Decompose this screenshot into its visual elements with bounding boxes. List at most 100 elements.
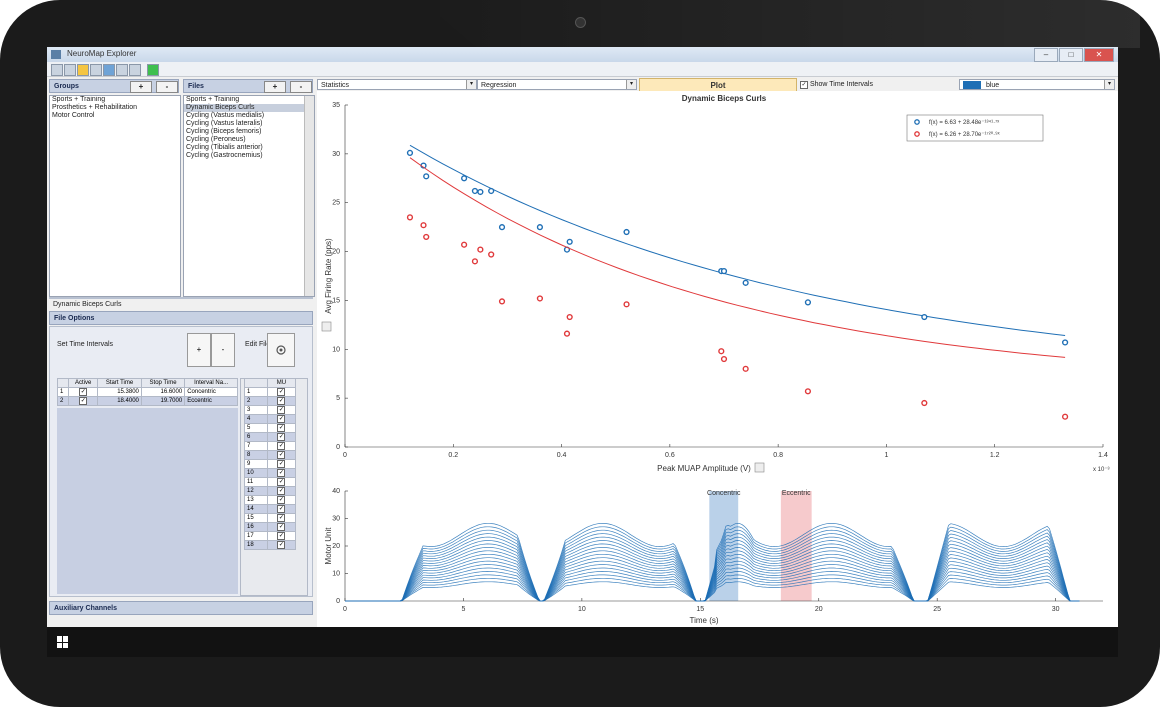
x-axis-select-button[interactable] <box>754 462 765 473</box>
interval-column-header[interactable]: Interval Na... <box>184 378 238 388</box>
globe-icon[interactable] <box>103 64 115 76</box>
interval-table[interactable]: Active Start Time Stop Time Interval Na... … <box>56 378 238 406</box>
table-row[interactable]: 2 ✓ <box>244 396 297 406</box>
table-cell[interactable]: 19.7000 <box>140 396 186 406</box>
window-titlebar[interactable]: NeuroMap Explorer – □ ✕ <box>47 47 1118 62</box>
motor-unit-line <box>345 581 1080 602</box>
mu-checkbox[interactable]: ✓ <box>266 468 297 478</box>
mu-checkbox[interactable]: ✓ <box>266 513 297 523</box>
mu-checkbox[interactable]: ✓ <box>266 441 297 451</box>
mu-checkbox[interactable]: ✓ <box>266 423 297 433</box>
table-row[interactable]: 16 ✓ <box>244 522 297 532</box>
table-row[interactable]: 17 ✓ <box>244 531 297 541</box>
mu-checkbox[interactable]: ✓ <box>266 405 297 415</box>
mu-checkbox[interactable]: ✓ <box>266 432 297 442</box>
data-point <box>804 299 812 306</box>
table-row[interactable]: 1 ✓ 15.3800 16.6000 Concentric <box>56 387 238 397</box>
table-row[interactable]: 11 ✓ <box>244 477 297 487</box>
add-group-button[interactable]: + <box>130 81 152 93</box>
add-file-button[interactable]: + <box>264 81 286 93</box>
mu-checkbox[interactable]: ✓ <box>266 450 297 460</box>
table-row[interactable]: 4 ✓ <box>244 414 297 424</box>
mu-checkbox[interactable]: ✓ <box>266 540 297 550</box>
list-item[interactable]: Sports + Training <box>186 96 240 103</box>
minimize-button[interactable]: – <box>1034 48 1058 62</box>
green-box-icon[interactable] <box>147 64 159 76</box>
open-folder-icon[interactable] <box>77 64 89 76</box>
mu-checkbox[interactable]: ✓ <box>266 522 297 532</box>
table-cell[interactable]: 18.4000 <box>97 396 142 406</box>
table-row[interactable]: 10 ✓ <box>244 468 297 478</box>
list-item[interactable]: Cycling (Vastus medialis) <box>186 112 265 119</box>
new-file-icon[interactable] <box>51 64 63 76</box>
method-select[interactable]: Regression ▾ <box>477 79 637 90</box>
mu-checkbox[interactable]: ✓ <box>266 396 297 406</box>
mu-checkbox[interactable]: ✓ <box>266 414 297 424</box>
groups-list[interactable]: Sports + Training Prosthetics + Rehabilit… <box>49 95 181 297</box>
mu-checkbox[interactable]: ✓ <box>266 504 297 514</box>
list-item[interactable]: Prosthetics + Rehabilitation <box>52 104 138 111</box>
mu-table[interactable]: MU 1 ✓ 2 ✓ 3 ✓ 4 ✓ 5 ✓ 6 ✓ 7 ✓ 8 ✓ 9 ✓ 10 ✓ 11 ✓ 12 ✓ 13 ✓ 14 ✓ 15 ✓ 1… <box>244 378 297 550</box>
table-row[interactable]: 3 ✓ <box>244 405 297 415</box>
list-item[interactable]: Cycling (Tibialis anterior) <box>186 144 263 151</box>
list-item[interactable]: Motor Control <box>52 112 95 119</box>
interval-column-header[interactable]: Active <box>68 378 99 388</box>
table-row[interactable]: 5 ✓ <box>244 423 297 433</box>
table-row[interactable]: 18 ✓ <box>244 540 297 550</box>
table-row[interactable]: 1 ✓ <box>244 387 297 397</box>
list-item[interactable]: Cycling (Gastrocnemius) <box>186 152 263 159</box>
show-time-checkbox[interactable]: ✓ <box>800 81 808 89</box>
table-row[interactable]: 14 ✓ <box>244 504 297 514</box>
table-cell[interactable]: 2 <box>56 396 70 406</box>
table-row[interactable]: 6 ✓ <box>244 432 297 442</box>
active-checkbox[interactable]: ✓ <box>68 396 99 406</box>
mu-checkbox[interactable]: ✓ <box>266 459 297 469</box>
list-item[interactable]: Cycling (Biceps femoris) <box>186 128 262 135</box>
table-cell[interactable]: 16.6000 <box>140 387 186 397</box>
add-interval-button[interactable]: + <box>187 333 211 367</box>
files-scrollbar[interactable] <box>304 96 314 296</box>
mu-checkbox[interactable]: ✓ <box>266 477 297 487</box>
mu-checkbox[interactable]: ✓ <box>266 387 297 397</box>
mu-checkbox[interactable]: ✓ <box>266 486 297 496</box>
list-item[interactable]: Cycling (Peroneus) <box>186 136 246 143</box>
list-item[interactable]: Cycling (Vastus lateralis) <box>186 120 263 127</box>
table-cell[interactable]: 1 <box>56 387 70 397</box>
table-cell[interactable]: Eccentric <box>184 396 238 406</box>
table-cell[interactable]: 15.3800 <box>97 387 142 397</box>
list-item[interactable]: Sports + Training <box>52 96 106 103</box>
windows-icon[interactable] <box>57 636 69 648</box>
grid-icon[interactable] <box>90 64 102 76</box>
interval-column-header[interactable]: Start Time <box>97 378 142 388</box>
show-time-intervals-toggle[interactable]: ✓ Show Time Intervals <box>797 79 957 90</box>
panel-divider[interactable] <box>49 297 313 299</box>
motor-unit-line <box>345 560 1080 602</box>
statistics-select[interactable]: Statistics ▾ <box>317 79 477 90</box>
edit-file-button[interactable] <box>267 333 295 367</box>
table-row[interactable]: 8 ✓ <box>244 450 297 460</box>
remove-group-button[interactable]: - <box>156 81 178 93</box>
table-row[interactable]: 2 ✓ 18.4000 19.7000 Eccentric <box>56 396 238 406</box>
device-icon[interactable] <box>129 64 141 76</box>
mu-checkbox[interactable]: ✓ <box>266 531 297 541</box>
color-select[interactable]: blue ▾ <box>959 79 1115 90</box>
table-cell[interactable]: Concentric <box>184 387 238 397</box>
mu-checkbox[interactable]: ✓ <box>266 495 297 505</box>
zoom-icon[interactable] <box>116 64 128 76</box>
table-row[interactable]: 12 ✓ <box>244 486 297 496</box>
y-axis-select-button[interactable] <box>321 321 332 332</box>
active-checkbox[interactable]: ✓ <box>68 387 99 397</box>
remove-interval-button[interactable]: - <box>211 333 235 367</box>
table-row[interactable]: 15 ✓ <box>244 513 297 523</box>
auxiliary-channels-header[interactable]: Auxiliary Channels <box>49 601 313 615</box>
table-row[interactable]: 13 ✓ <box>244 495 297 505</box>
close-button[interactable]: ✕ <box>1084 48 1114 62</box>
list-item[interactable]: Dynamic Biceps Curls <box>184 104 314 112</box>
table-row[interactable]: 9 ✓ <box>244 459 297 469</box>
maximize-button[interactable]: □ <box>1059 48 1083 62</box>
save-icon[interactable] <box>64 64 76 76</box>
table-row[interactable]: 7 ✓ <box>244 441 297 451</box>
remove-file-button[interactable]: - <box>290 81 312 93</box>
interval-column-header[interactable]: Stop Time <box>140 378 186 388</box>
files-list[interactable]: Sports + Training Dynamic Biceps Curls Cyc… <box>183 95 315 297</box>
